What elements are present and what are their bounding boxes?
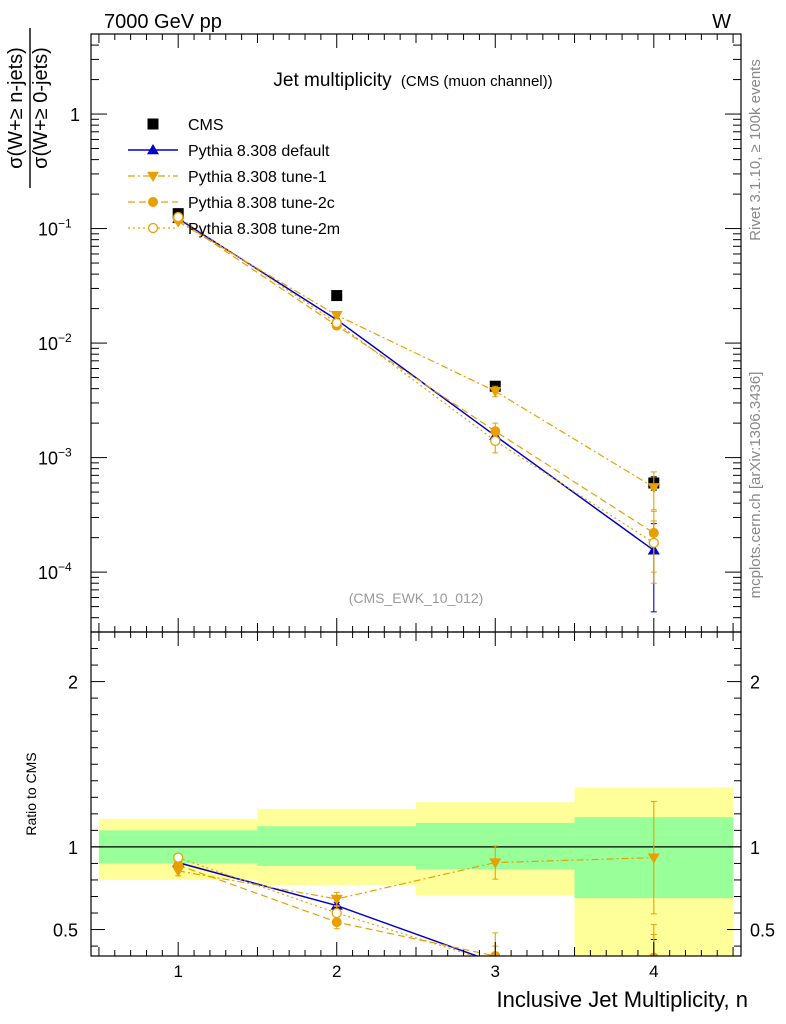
legend-label-pythia-8-308-tune-2m: Pythia 8.308 tune-2m [188,221,340,238]
main-plot-marks [172,208,660,613]
ratio-data-point-pythia-8-308-tune-1 [647,853,660,864]
energy-label: 7000 GeV pp [104,11,222,33]
ratio-data-point-pythia-8-308-tune-2m [331,907,342,919]
y-axis-numerator: σ(W+≥ n-jets) [5,47,27,169]
ratio-series-line-pythia-8-308-tune-1 [178,857,654,900]
plot-title-sub: (CMS (muon channel)) [401,73,553,90]
ratio-y-tick-label-right: 0.5 [750,921,775,941]
main-series-line-pythia-8-308-tune-2m [177,216,655,544]
ratio-data-point-pythia-8-308-tune-1 [489,858,502,869]
legend-label-pythia-8-308-default: Pythia 8.308 default [188,143,330,160]
process-label: W [712,11,731,33]
main-data-point-pythia-8-308-tune-2m [173,211,184,223]
x-tick-label: 1 [173,962,182,981]
x-tick-label: 3 [491,962,500,981]
y-axis-title: σ(W+≥ n-jets) σ(W+≥ 0-jets) [5,28,52,188]
legend: CMS Pythia 8.308 default Pythia 8.308 tune… [128,117,340,238]
y-axis-denominator: σ(W+≥ 0-jets) [30,47,52,169]
ratio-y-tick-label: 0.5 [53,921,78,941]
main-data-point-pythia-8-308-tune-2m [331,317,342,329]
legend-label-pythia-8-308-tune-1: Pythia 8.308 tune-1 [188,169,327,186]
ratio-data-point-pythia-8-308-tune-2c [173,860,184,871]
ratio-series-line-pythia-8-308-tune-2m [177,857,477,956]
y-tick-label: 10−1 [38,217,72,240]
main-series-line-pythia-8-308-tune-1 [177,221,655,488]
ratio-data-point-pythia-8-308-tune-2m [173,852,184,863]
ratio-series-line-pythia-8-308-default [177,861,480,956]
ratio-bands [91,787,741,956]
ratio-y-tick-label-right: 2 [750,673,760,693]
ratio-y-axis-label: Ratio to CMS [23,752,39,835]
legend-marker-pythia-8-308-tune-2m [147,222,159,234]
main-data-point-pythia-8-308-tune-2m [648,537,659,549]
legend-marker-pythia-8-308-tune-1 [147,171,159,182]
plot-title-main: Jet multiplicity [273,70,392,91]
ratio-y-tick-label-right: 1 [750,838,760,858]
main-data-point-cms [331,290,343,302]
legend-marker-pythia-8-308-default [147,144,159,155]
main-series-line-pythia-8-308-tune-2c [177,218,655,534]
ratio-y-tick-label: 1 [68,838,78,858]
plot-title: Jet multiplicity (CMS (muon channel)) [273,70,552,91]
ratio-plot-marks [172,800,660,956]
ratio-data-point-pythia-8-308-tune-1 [330,894,343,905]
main-data-point-pythia-8-308-tune-1 [489,387,502,398]
x-tick-label: 4 [649,962,658,981]
legend-label-pythia-8-308-tune-2c: Pythia 8.308 tune-2c [188,195,335,212]
main-series-line-pythia-8-308-default [177,218,655,551]
legend-marker-cms [147,118,159,130]
ratio-y-tick-label: 2 [68,673,78,693]
ratio-data-point-pythia-8-308-tune-1 [172,866,185,877]
main-data-point-pythia-8-308-tune-1 [647,483,660,494]
legend-marker-pythia-8-308-tune-2c [148,197,158,207]
x-tick-label: 2 [332,962,341,981]
y-tick-label: 10−4 [38,560,72,583]
side-rivet-label: Rivet 3.1.10, ≥ 100k events [747,59,764,241]
y-tick-label: 10−2 [38,331,72,354]
y-tick-label: 1 [70,105,80,125]
side-mcplots-label: mcplots.cern.ch [arXiv:1306.3436] [747,372,764,599]
x-axis-label: Inclusive Jet Multiplicity, n [497,987,748,1012]
axes: 1 2 3 4 1 10−1 10−2 10−3 10−4 0.5 0.5 1 1 2 2 [38,33,775,981]
stat-uncertainty-band [257,826,416,866]
analysis-id-label: (CMS_EWK_10_012) [349,590,484,606]
legend-label-cms: CMS [188,117,224,134]
y-tick-label: 10−3 [38,446,72,469]
main-data-point-pythia-8-308-tune-2m [490,435,501,447]
main-data-point-pythia-8-308-tune-1 [330,311,343,322]
